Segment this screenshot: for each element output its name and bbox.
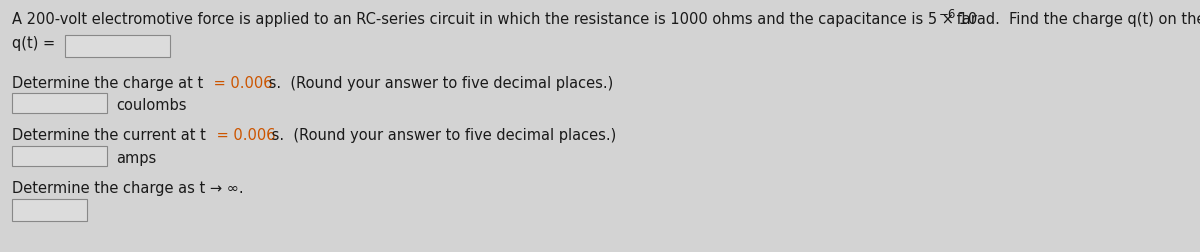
Bar <box>12 199 88 221</box>
Text: s.  (Round your answer to five decimal places.): s. (Round your answer to five decimal pl… <box>264 76 613 91</box>
Text: coulombs: coulombs <box>116 98 186 113</box>
Text: = 0.006: = 0.006 <box>209 76 272 91</box>
Text: −6: −6 <box>940 8 956 21</box>
Text: A 200-volt electromotive force is applied to an RC-series circuit in which the r: A 200-volt electromotive force is applie… <box>12 12 977 27</box>
Bar <box>12 146 107 166</box>
Text: s.  (Round your answer to five decimal places.): s. (Round your answer to five decimal pl… <box>266 128 617 142</box>
Bar <box>12 94 107 114</box>
Text: amps: amps <box>116 150 156 165</box>
Text: Determine the charge at t: Determine the charge at t <box>12 76 203 91</box>
Text: farad.  Find the charge q(t) on the capacitor if i(0) = 0.2.: farad. Find the charge q(t) on the capac… <box>952 12 1200 27</box>
Text: Determine the charge as t → ∞.: Determine the charge as t → ∞. <box>12 180 244 195</box>
Text: q(t) =: q(t) = <box>12 36 55 51</box>
Text: = 0.006: = 0.006 <box>212 128 276 142</box>
Text: Determine the current at t: Determine the current at t <box>12 128 206 142</box>
Bar <box>65 36 170 58</box>
